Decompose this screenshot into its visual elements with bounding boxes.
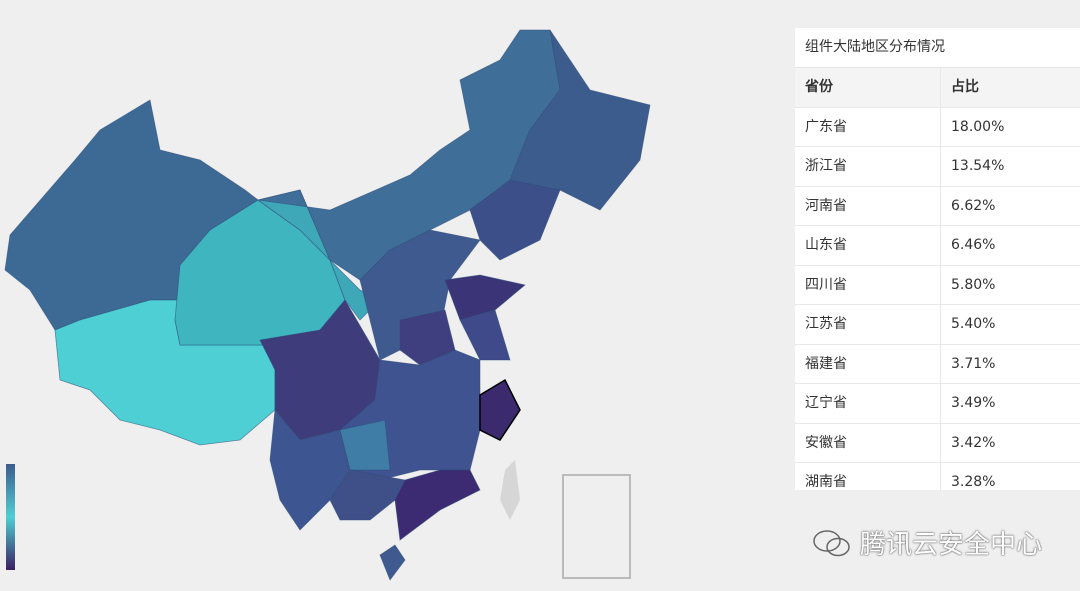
table-row: 湖南省 3.28% xyxy=(795,463,1080,490)
legend-gradient xyxy=(6,464,15,570)
table-cell: 四川省 xyxy=(795,265,941,304)
region xyxy=(394,469,481,541)
region xyxy=(339,419,391,471)
watermark-text: 腾讯云安全中心 xyxy=(860,530,1043,560)
table-cell: 3.42% xyxy=(951,434,996,451)
table-cell: 山东省 xyxy=(795,226,941,265)
region xyxy=(379,544,406,581)
table-cell: 河南省 xyxy=(795,186,941,225)
watermark: 腾讯云安全中心 xyxy=(812,524,1042,561)
data-table: 组件大陆地区分布情况 省份 占比 广东省 18.00% 浙江省 13.54% 河南省 6.… xyxy=(795,28,1080,490)
wechat-icon xyxy=(813,529,850,556)
table-cell: 安徽省 xyxy=(795,423,941,462)
table-row: 四川省 5.80% xyxy=(795,265,1080,305)
table-cell: 浙江省 xyxy=(795,147,941,186)
table-cell: 18.00% xyxy=(951,118,1005,135)
table-cell: 13.54% xyxy=(951,158,1005,174)
table-row: 山东省 6.46% xyxy=(795,226,1080,266)
table-row: 安徽省 3.42% xyxy=(795,423,1080,463)
table-cell: 湖南省 xyxy=(795,463,941,490)
region-highlight xyxy=(479,378,521,441)
table-cell: 福建省 xyxy=(795,344,941,383)
china-map xyxy=(4,29,651,581)
table-row: 福建省 3.71% xyxy=(795,344,1080,384)
table-header: 省份 占比 xyxy=(795,68,1080,108)
table-cell: 辽宁省 xyxy=(795,384,941,423)
table-cell: 6.46% xyxy=(951,237,996,253)
table-cell: 5.80% xyxy=(951,276,996,293)
south-sea-inset xyxy=(562,474,631,579)
region xyxy=(459,309,511,361)
table-cell: 江苏省 xyxy=(795,305,941,344)
table-cell: 广东省 xyxy=(795,107,941,146)
table-row: 河南省 6.62% xyxy=(795,186,1080,226)
region xyxy=(444,274,526,321)
table-cell: 3.28% xyxy=(951,474,996,490)
table-cell: 5.40% xyxy=(951,316,996,332)
table-cell: 6.62% xyxy=(951,197,996,214)
table-cell: 3.49% xyxy=(951,395,996,411)
table-row: 江苏省 5.40% xyxy=(795,305,1080,345)
header-cell: 省份 xyxy=(795,68,941,107)
taiwan xyxy=(500,460,520,520)
table-cell: 3.71% xyxy=(951,355,996,372)
table-row: 浙江省 13.54% xyxy=(795,147,1080,187)
table-row: 广东省 18.00% xyxy=(795,107,1080,147)
header-cell: 占比 xyxy=(951,79,979,95)
table-title: 组件大陆地区分布情况 xyxy=(795,28,1080,68)
table-row: 辽宁省 3.49% xyxy=(795,384,1080,424)
region xyxy=(399,309,456,366)
